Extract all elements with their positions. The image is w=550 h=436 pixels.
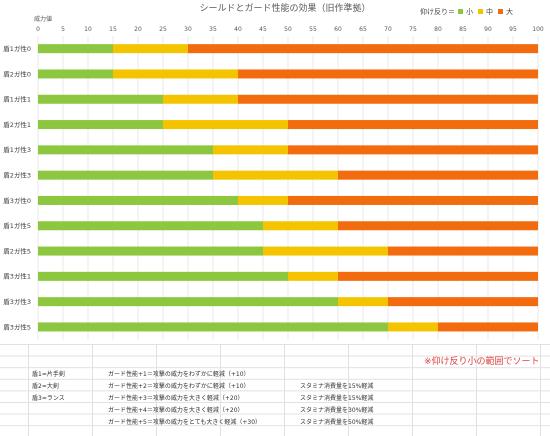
x-tick-label: 75 xyxy=(409,26,417,33)
x-axis-label: 威力値 xyxy=(34,15,52,23)
x-tick-label: 55 xyxy=(309,26,317,33)
category-label: 盾3ガ性3 xyxy=(3,297,31,306)
bar-segment xyxy=(263,221,338,231)
category-label: 盾1ガ性5 xyxy=(3,221,31,230)
bar-segment xyxy=(38,221,263,231)
stacked-bar-chart: シールドとガード性能の効果（旧作準拠） 威力値 仰け反り＝ 小 中 大 0 5 10… xyxy=(3,2,544,340)
x-tick-label: 40 xyxy=(234,26,242,33)
x-tick-labels: 0 5 10 15 20 25 30 35 40 45 50 55 60 65 70 75 80 85 90 95 10… xyxy=(36,26,544,33)
bar-segment xyxy=(38,271,288,281)
legend-label-small: 小 xyxy=(466,7,473,16)
bar-segment xyxy=(38,297,338,307)
x-tick-label: 15 xyxy=(109,26,117,33)
category-label: 盾2ガ性5 xyxy=(3,246,31,255)
guard-note: ガード性能+2＝攻撃の威力をわずかに軽減（+10） xyxy=(108,383,250,390)
bar-segment xyxy=(38,94,163,104)
x-tick-label: 95 xyxy=(509,26,517,33)
bar-segment xyxy=(338,271,538,281)
guard-note: ガード性能+3＝攻撃の威力を大きく軽減（+20） xyxy=(108,395,244,402)
x-tick-label: 50 xyxy=(284,26,292,33)
x-tick-label: 35 xyxy=(209,26,217,33)
bar-segment xyxy=(238,94,538,104)
x-tick-label: 70 xyxy=(384,26,392,33)
x-tick-label: 65 xyxy=(359,26,367,33)
x-tick-label: 100 xyxy=(532,26,544,33)
bar-segment xyxy=(338,221,538,231)
bar-segment xyxy=(338,170,538,180)
bar-segment xyxy=(38,145,213,155)
x-tick-label: 25 xyxy=(159,26,167,33)
spreadsheet-notes: ※仰け反り小の範囲でソート 盾1=片手剣 盾2=大剣 盾3=ランス ガード性能+… xyxy=(0,344,550,436)
legend: 仰け反り＝ 小 中 大 xyxy=(420,7,513,16)
bars xyxy=(38,44,538,332)
category-label: 盾1ガ性3 xyxy=(3,145,31,154)
bar-segment xyxy=(38,69,113,79)
bar-segment xyxy=(38,246,263,256)
category-label: 盾1ガ性0 xyxy=(3,44,31,53)
x-tick-label: 5 xyxy=(61,26,65,33)
legend-title: 仰け反り＝ xyxy=(420,7,455,16)
guard-note: ガード性能+1＝攻撃の威力をわずかに軽減（+10） xyxy=(108,371,250,378)
x-tick-label: 85 xyxy=(459,26,467,33)
category-labels: 盾1ガ性0 盾2ガ性0 盾1ガ性1 盾2ガ性1 盾1ガ性3 盾2ガ性3 盾3ガ性0 盾1ガ性5… xyxy=(3,44,31,331)
stamina-note: スタミナ消費量を15%軽減 xyxy=(300,395,374,402)
guard-note: ガード性能+4＝攻撃の威力を大きく軽減（+20） xyxy=(108,407,244,414)
legend-swatch-large xyxy=(498,9,503,14)
shield-note: 盾3=ランス xyxy=(32,395,65,402)
bar-segment xyxy=(163,94,238,104)
stamina-note: スタミナ消費量を30%軽減 xyxy=(300,407,374,414)
category-label: 盾2ガ性3 xyxy=(3,170,31,179)
bar-segment xyxy=(288,120,538,130)
stamina-note: スタミナ消費量を50%軽減 xyxy=(300,419,374,426)
x-tick-label: 20 xyxy=(134,26,142,33)
x-tick-label: 90 xyxy=(484,26,492,33)
bar-segment xyxy=(38,170,213,180)
bar-segment xyxy=(338,297,388,307)
bar-segment xyxy=(388,297,538,307)
shield-note: 盾1=片手剣 xyxy=(32,371,65,378)
bar-segment xyxy=(288,145,538,155)
bar-segment xyxy=(213,170,338,180)
legend-label-medium: 中 xyxy=(486,7,493,16)
bar-segment xyxy=(38,322,388,332)
bar-segment xyxy=(113,69,238,79)
bar-segment xyxy=(238,69,538,79)
bar-segment xyxy=(438,322,538,332)
bar-segment xyxy=(163,120,288,130)
x-tick-label: 10 xyxy=(84,26,92,33)
bar-segment xyxy=(288,271,338,281)
category-label: 盾1ガ性1 xyxy=(3,95,31,104)
bar-segment xyxy=(388,246,538,256)
x-tick-label: 60 xyxy=(334,26,342,33)
bar-segment xyxy=(113,44,188,54)
bar-segment xyxy=(38,195,238,205)
shield-note: 盾2=大剣 xyxy=(32,383,59,390)
bar-segment xyxy=(288,195,538,205)
category-label: 盾3ガ性0 xyxy=(3,196,31,205)
bar-segment xyxy=(38,120,163,130)
legend-swatch-small xyxy=(458,9,463,14)
stamina-note: スタミナ消費量を15%軽減 xyxy=(300,383,374,390)
category-label: 盾2ガ性0 xyxy=(3,69,31,78)
guard-note: ガード性能+5＝攻撃の威力をとても大きく軽減（+30） xyxy=(108,419,262,426)
x-tick-label: 45 xyxy=(259,26,267,33)
x-tick-label: 80 xyxy=(434,26,442,33)
bar-segment xyxy=(38,44,113,54)
x-tick-label: 0 xyxy=(36,26,40,33)
bar-segment xyxy=(238,195,288,205)
category-label: 盾3ガ性1 xyxy=(3,272,31,281)
sort-note: ※仰け反り小の範囲でソート xyxy=(424,357,540,367)
bar-segment xyxy=(388,322,438,332)
category-label: 盾2ガ性1 xyxy=(3,120,31,129)
bar-segment xyxy=(263,246,388,256)
category-label: 盾3ガ性5 xyxy=(3,322,31,331)
chart-title: シールドとガード性能の効果（旧作準拠） xyxy=(199,2,370,14)
x-tick-label: 30 xyxy=(184,26,192,33)
legend-swatch-medium xyxy=(478,9,483,14)
legend-label-large: 大 xyxy=(506,7,513,16)
bar-segment xyxy=(188,44,538,54)
bar-segment xyxy=(213,145,288,155)
grid-lines xyxy=(37,36,539,340)
